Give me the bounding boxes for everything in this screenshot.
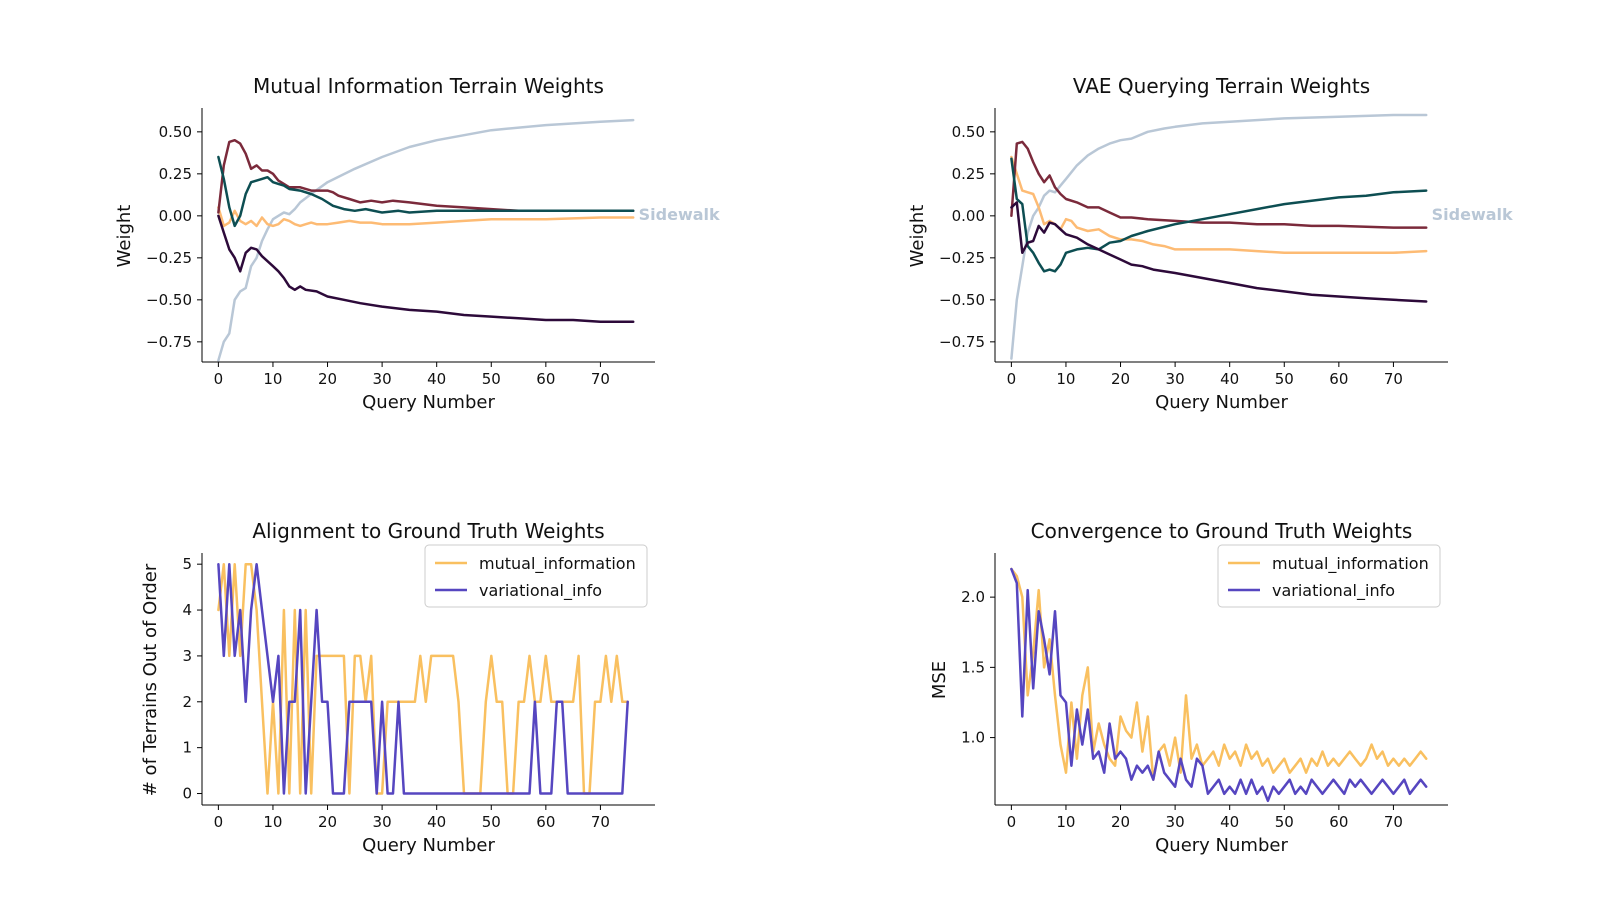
y-tick-label: −0.50 (939, 291, 985, 309)
y-tick-label: −0.75 (939, 333, 985, 351)
x-tick-label: 50 (1275, 370, 1294, 388)
x-tick-label: 0 (1007, 813, 1017, 831)
chart-title: Convergence to Ground Truth Weights (1031, 519, 1413, 543)
chart-1: Mutual Information Terrain Weights 0 10 20 3… (114, 74, 720, 413)
series-line-3 (1010, 140, 1428, 229)
series-line-5 (217, 214, 635, 323)
series-line-4 (217, 155, 635, 228)
x-tick-label: 60 (536, 813, 555, 831)
inline-series-label: Sidewalk (639, 205, 720, 224)
series-line-2 (217, 206, 635, 228)
x-axis-label: Query Number (362, 835, 495, 856)
series-line-2 (1010, 155, 1428, 255)
y-tick-label: 1.0 (961, 729, 985, 747)
y-axis-label: Weight (907, 205, 928, 268)
x-tick-label: 70 (591, 370, 610, 388)
x-tick-label: 10 (1056, 813, 1075, 831)
x-tick-label: 10 (263, 813, 282, 831)
y-tick-label: 0.25 (952, 165, 985, 183)
x-tick-label: 40 (1220, 370, 1239, 388)
y-tick-label: 2 (182, 693, 192, 711)
x-tick-label: 10 (263, 370, 282, 388)
chart-2: VAE Querying Terrain Weights 0 10 20 30 40 50 6… (907, 74, 1513, 413)
x-axis-label: Query Number (362, 392, 495, 413)
chart-title: VAE Querying Terrain Weights (1073, 74, 1370, 98)
y-tick-label: 0.00 (952, 207, 985, 225)
x-tick-label: 30 (373, 370, 392, 388)
x-tick-label: 40 (427, 370, 446, 388)
series-line-3 (217, 138, 635, 214)
y-tick-label: 2.0 (961, 588, 985, 606)
legend: mutual_information variational_info (1217, 544, 1441, 608)
x-tick-label: 40 (1220, 813, 1239, 831)
x-axis-label: Query Number (1155, 835, 1288, 856)
y-axis-label: Weight (114, 205, 135, 268)
y-tick-label: 0.50 (952, 123, 985, 141)
legend-entry: variational_info (1272, 581, 1395, 601)
y-tick-label: −0.50 (146, 291, 192, 309)
chart-title: Alignment to Ground Truth Weights (252, 519, 604, 543)
chart-title: Mutual Information Terrain Weights (253, 74, 604, 98)
legend-box (424, 544, 648, 608)
x-tick-label: 20 (1111, 370, 1130, 388)
x-tick-label: 0 (214, 813, 224, 831)
x-tick-label: 70 (591, 813, 610, 831)
x-tick-label: 70 (1384, 370, 1403, 388)
series-line-variational-info (1010, 567, 1428, 803)
y-tick-label: 0.25 (159, 165, 192, 183)
x-tick-label: 30 (373, 813, 392, 831)
inline-series-label: Sidewalk (1432, 205, 1513, 224)
x-tick-label: 50 (482, 370, 501, 388)
y-axis-label: MSE (929, 661, 950, 699)
series-line-5 (1010, 201, 1428, 303)
x-tick-label: 20 (1111, 813, 1130, 831)
y-tick-label: −0.75 (146, 333, 192, 351)
chart-4: Convergence to Ground Truth Weights 0 10 20… (929, 519, 1448, 856)
y-tick-label: 1.5 (961, 658, 985, 676)
y-tick-label: −0.25 (939, 249, 985, 267)
x-tick-label: 0 (214, 370, 224, 388)
legend-box (1217, 544, 1441, 608)
x-tick-label: 40 (427, 813, 446, 831)
x-tick-label: 20 (318, 370, 337, 388)
x-tick-label: 0 (1007, 370, 1017, 388)
y-tick-label: 0.50 (159, 123, 192, 141)
x-tick-label: 50 (1275, 813, 1294, 831)
legend-entry: variational_info (479, 581, 602, 601)
x-tick-label: 30 (1166, 813, 1185, 831)
y-tick-label: 4 (182, 601, 192, 619)
x-tick-label: 20 (318, 813, 337, 831)
x-tick-label: 60 (1329, 813, 1348, 831)
y-tick-label: 1 (182, 739, 192, 757)
x-tick-label: 60 (536, 370, 555, 388)
y-tick-label: 3 (182, 647, 192, 665)
legend-entry: mutual_information (1272, 554, 1429, 574)
y-tick-label: 0.00 (159, 207, 192, 225)
x-tick-label: 50 (482, 813, 501, 831)
series-line-mutual-information (1010, 567, 1428, 781)
x-tick-label: 70 (1384, 813, 1403, 831)
x-tick-label: 10 (1056, 370, 1075, 388)
x-axis-label: Query Number (1155, 392, 1288, 413)
series-line-1 (1010, 113, 1428, 360)
y-tick-label: 0 (182, 785, 192, 803)
x-tick-label: 30 (1166, 370, 1185, 388)
legend-entry: mutual_information (479, 554, 636, 574)
y-tick-label: −0.25 (146, 249, 192, 267)
y-tick-label: 5 (182, 555, 192, 573)
legend: mutual_information variational_info (424, 544, 648, 608)
x-tick-label: 60 (1329, 370, 1348, 388)
y-axis-label: # of Terrains Out of Order (140, 563, 161, 796)
series-line-variational-info (217, 562, 629, 795)
series-line-1 (217, 118, 635, 362)
series-line-4 (1010, 157, 1428, 273)
